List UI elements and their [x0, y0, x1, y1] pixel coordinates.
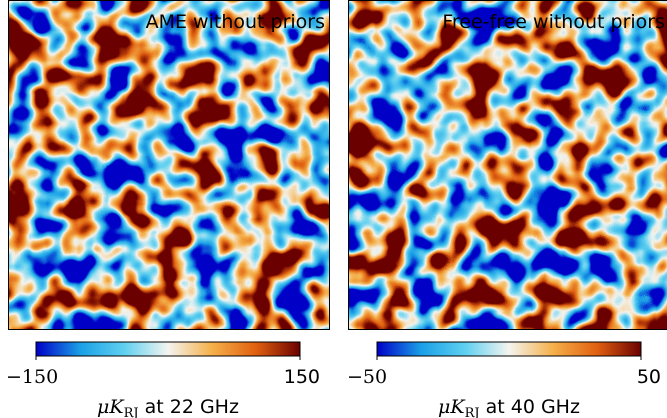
colorbar-tick-label: 150 — [284, 366, 320, 388]
map-title: Free-free without priors — [442, 11, 665, 33]
map-panel: AME without priors — [8, 0, 330, 330]
colorbar — [35, 341, 301, 357]
map-title: AME without priors — [146, 11, 325, 33]
colorbar-tick-label: −150 — [6, 366, 58, 388]
sky-map — [348, 0, 667, 330]
unit: μK — [97, 396, 125, 418]
label-text: at 22 GHz — [145, 396, 239, 418]
label-text: at 40 GHz — [486, 396, 580, 418]
unit: μK — [438, 396, 466, 418]
map-frame — [8, 0, 330, 330]
colorbar — [376, 341, 642, 357]
colorbar-tick-label: 50 — [637, 366, 661, 388]
map-panel: Free-free without priors — [348, 0, 667, 330]
unit-subscript: RJ — [465, 406, 480, 418]
colorbar-tick-label: −50 — [347, 366, 387, 388]
colorbar-label: μKRJ at 40 GHz — [438, 396, 580, 418]
sky-map — [8, 0, 330, 330]
unit-subscript: RJ — [124, 406, 139, 418]
colorbar-label: μKRJ at 22 GHz — [97, 396, 239, 418]
map-frame — [348, 0, 667, 330]
